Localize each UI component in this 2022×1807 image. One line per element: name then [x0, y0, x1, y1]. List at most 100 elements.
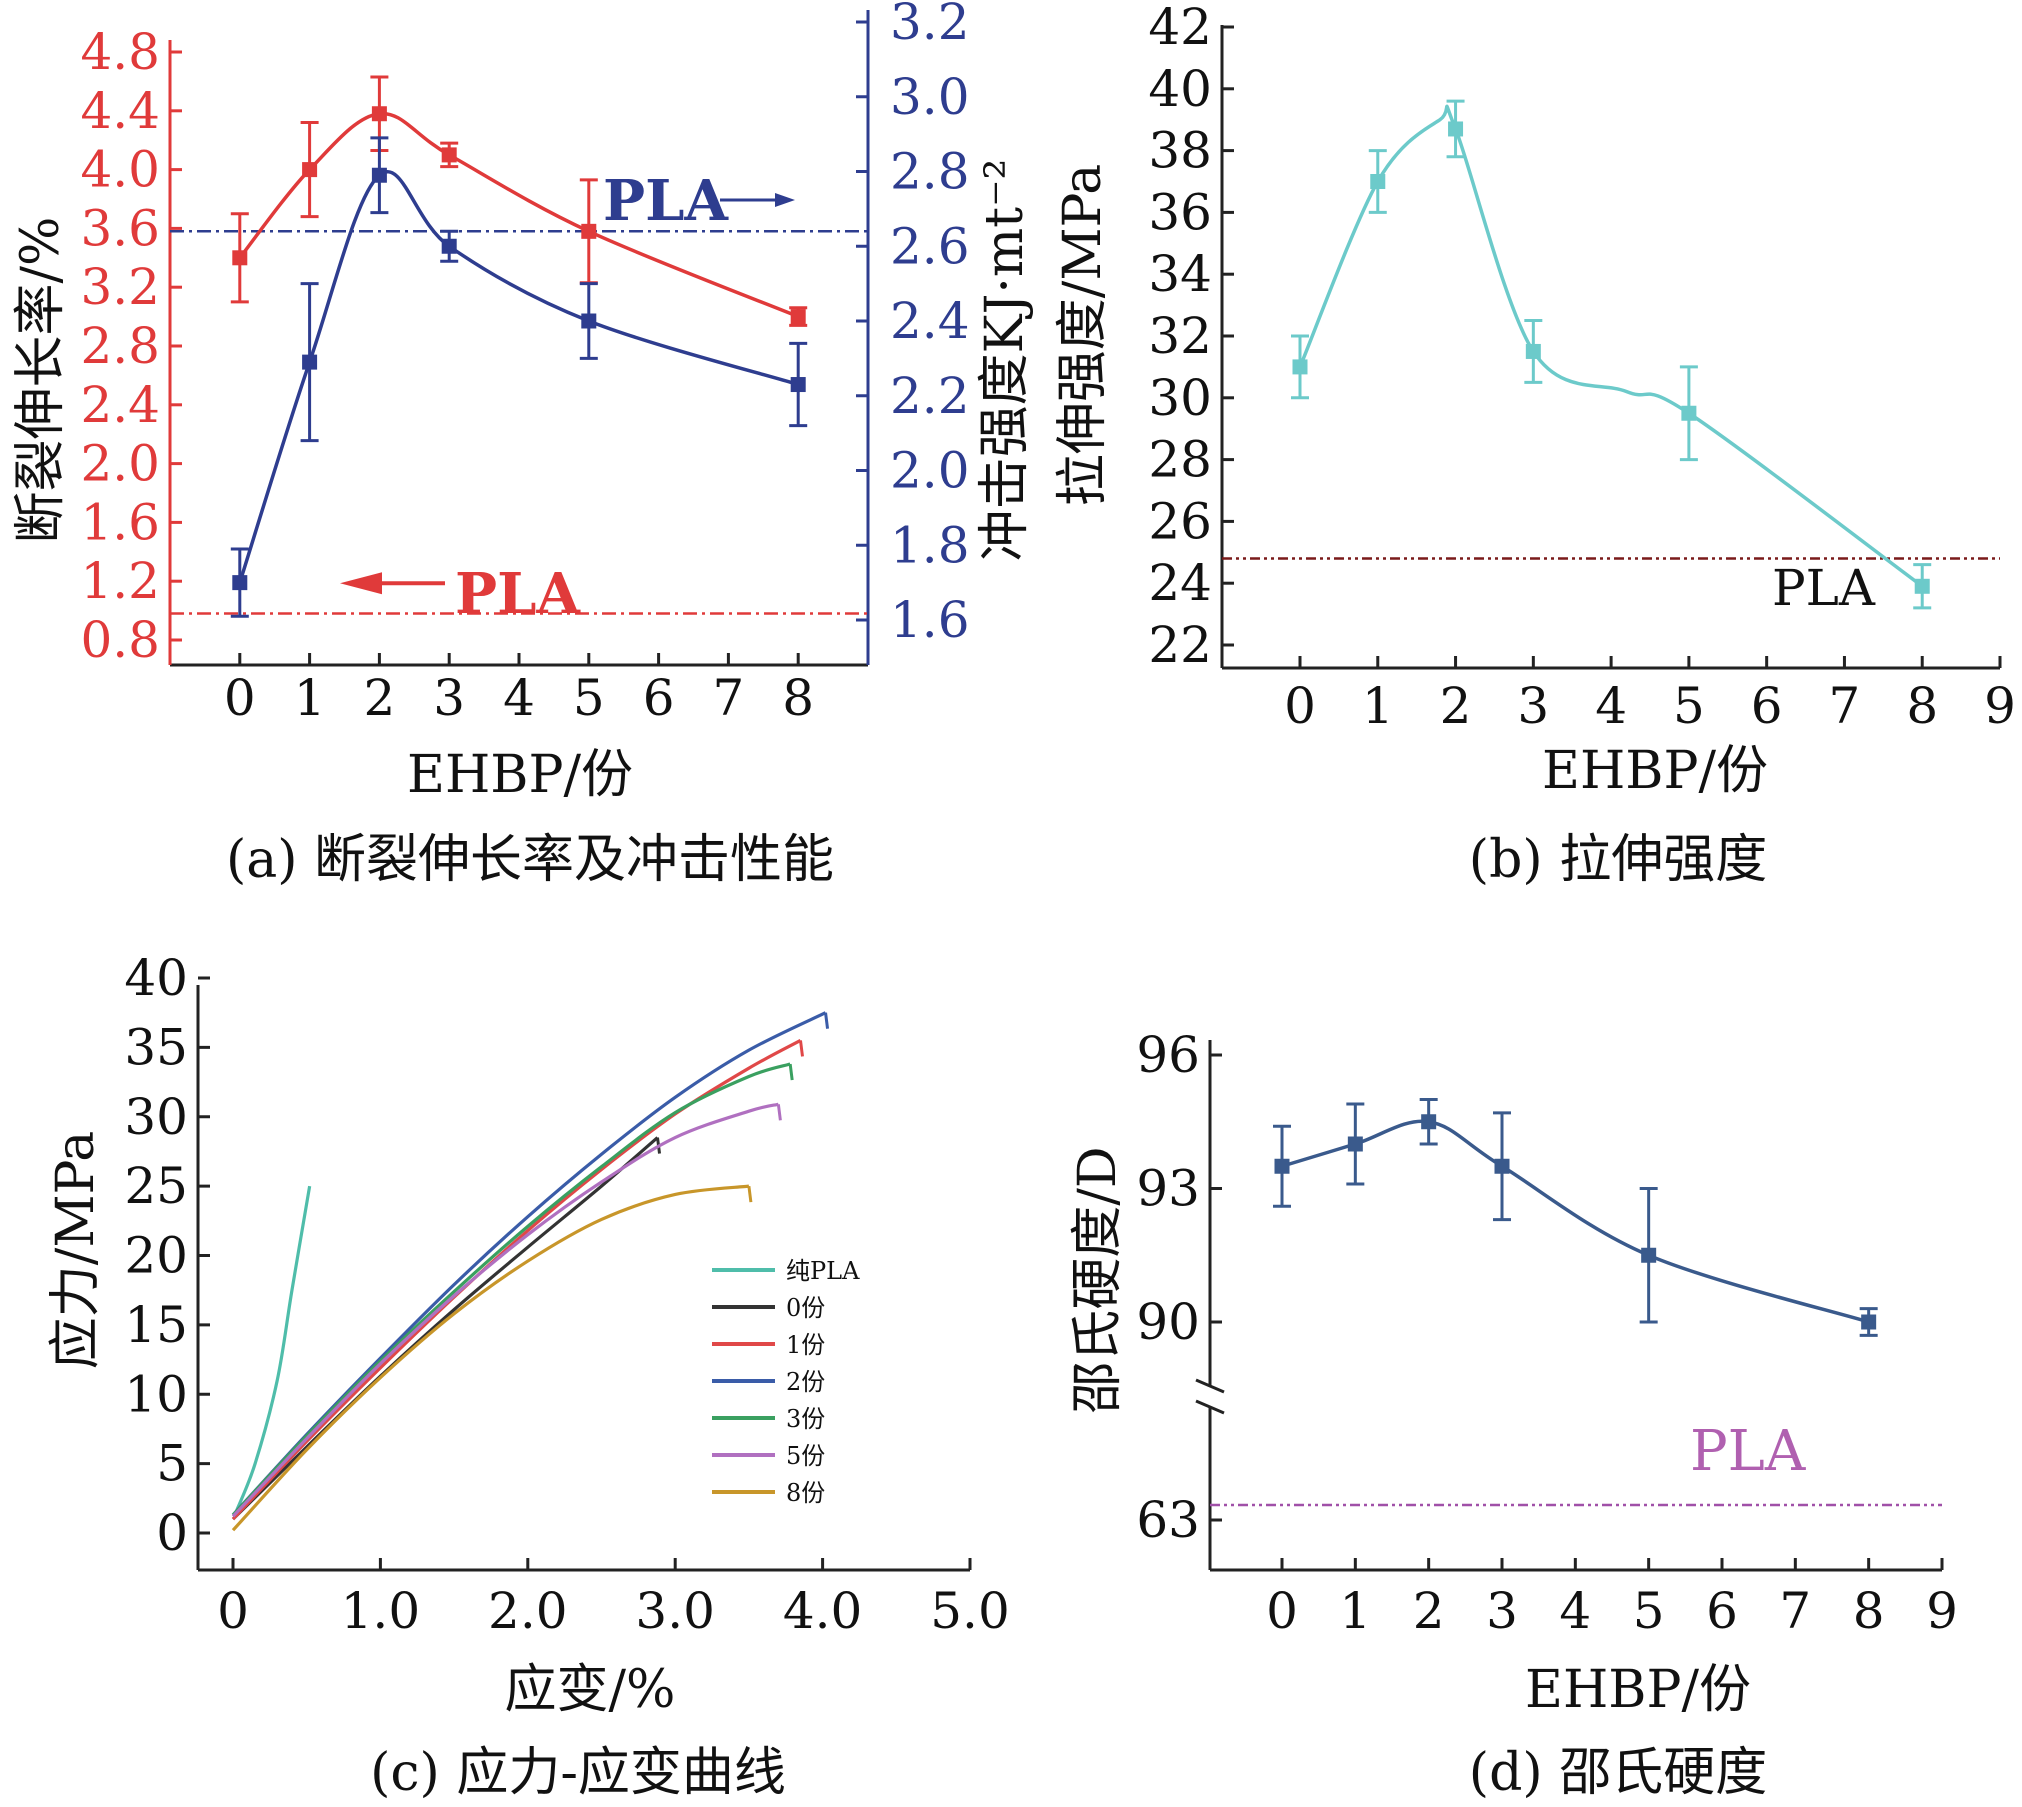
chart-a-y-tick-label-left: 2.0 [80, 435, 160, 493]
chart-d-x-tick-label: 1 [1339, 1582, 1371, 1640]
chart-c-series-line-4 [231, 1062, 791, 1517]
chart-d-x-tick-label: 5 [1633, 1582, 1665, 1640]
chart-c-y-tick-label: 10 [124, 1365, 188, 1423]
chart-b-series-tensile-marker [1914, 578, 1930, 594]
chart-a-y-tick-label-left: 2.8 [80, 317, 160, 375]
chart-d-axis-break-mark [1195, 1378, 1225, 1394]
chart-d-series-hardness-marker [1274, 1158, 1290, 1174]
chart-a-y-tick-label-left: 4.8 [80, 23, 160, 81]
chart-a-x-tick-label: 5 [573, 669, 605, 727]
chart-b-x-tick-label: 2 [1440, 677, 1472, 735]
chart-a-series-impact-marker [371, 167, 387, 183]
chart-c-series-line-3 [231, 1011, 827, 1517]
chart-a-ylabel-left: 断裂伸长率/% [11, 217, 71, 544]
chart-c-legend-label: 1份 [786, 1331, 825, 1359]
chart-a-y-tick-label-right: 1.6 [890, 591, 970, 649]
chart-d-series-hardness-marker [1494, 1158, 1510, 1174]
chart-a-series-impact-marker [581, 313, 597, 329]
chart-c-y-tick-label: 20 [124, 1227, 188, 1285]
chart-c-y-tick-label: 5 [156, 1435, 188, 1493]
chart-a-series-elongation-marker [441, 147, 457, 163]
chart-b-x-tick-label: 8 [1906, 677, 1938, 735]
chart-c-x-tick-label: 1.0 [341, 1582, 421, 1640]
chart-b-y-tick-label: 36 [1148, 183, 1212, 241]
chart-b-y-tick-label: 24 [1148, 554, 1212, 612]
chart-b-x-tick-label: 4 [1595, 677, 1627, 735]
chart-d-x-tick-label: 3 [1486, 1582, 1518, 1640]
chart-c-legend-label: 2份 [786, 1368, 825, 1396]
chart-b-x-tick-label: 1 [1362, 677, 1394, 735]
chart-a-y-tick-label-left: 1.6 [80, 493, 160, 551]
chart-a-pla-left-arrowhead [340, 572, 382, 595]
chart-a-series-impact-line [238, 170, 799, 584]
chart-a-y-tick-label-right: 2.0 [890, 442, 970, 500]
chart-a-series-elongation-marker [232, 250, 248, 266]
chart-b-y-tick-label: 22 [1148, 616, 1212, 674]
chart-b-y-tick-label: 40 [1148, 60, 1212, 118]
chart-d: 0 1 2 3 4 5 6 7 8 9 63 90 93 96 [1136, 1026, 1958, 1640]
chart-a-series-impact-marker [232, 575, 248, 591]
chart-a-y-tick-label-left: 1.2 [80, 552, 160, 610]
chart-d-series-hardness-marker [1347, 1136, 1363, 1152]
chart-d-series-hardness-marker [1641, 1247, 1657, 1263]
chart-a-caption: (a) 断裂伸长率及冲击性能 [226, 830, 834, 890]
chart-c-x-tick-label: 3.0 [635, 1582, 715, 1640]
chart-c-y-tick-label: 15 [124, 1296, 188, 1354]
chart-b-series-tensile-marker [1370, 174, 1386, 189]
chart-c-series-line-5 [231, 1102, 779, 1518]
chart-b-xlabel: EHBP/份 [1542, 741, 1768, 801]
chart-a-y-tick-label-left: 3.6 [80, 199, 160, 257]
chart-a-y-tick-label-right: 2.8 [890, 143, 970, 201]
chart-d-ylabel: 邵氏硬度/D [1068, 1146, 1128, 1413]
chart-a-x-tick-label: 3 [433, 669, 465, 727]
chart-d-series-hardness-marker [1421, 1114, 1437, 1130]
chart-c-series-break-5 [776, 1104, 782, 1121]
chart-a-y-tick-label-right: 3.0 [890, 68, 970, 126]
chart-b-series-tensile-line [1298, 104, 1924, 588]
chart-a-y-tick-label-left: 3.2 [80, 258, 160, 316]
chart-a-x-tick-label: 6 [643, 669, 675, 727]
chart-c-series-break-4 [788, 1063, 794, 1081]
chart-d-y-tick-label: 96 [1136, 1026, 1200, 1084]
chart-b-series-tensile-marker [1292, 359, 1308, 375]
chart-d-xlabel: EHBP/份 [1525, 1660, 1751, 1720]
chart-b-y-tick-label: 26 [1148, 492, 1212, 550]
chart-d-x-tick-label: 0 [1266, 1582, 1298, 1640]
chart-c-y-tick-label: 30 [124, 1088, 188, 1146]
chart-a-xlabel: EHBP/份 [407, 745, 633, 805]
chart-d-x-tick-label: 4 [1559, 1582, 1591, 1640]
chart-d-caption: (d) 邵氏硬度 [1469, 1743, 1767, 1803]
chart-c-y-tick-label: 40 [124, 949, 188, 1007]
chart-c-series-line-2 [231, 1039, 802, 1521]
chart-b-pla-label: PLA [1772, 559, 1876, 617]
chart-d-x-tick-label: 9 [1926, 1582, 1958, 1640]
chart-d-y-tick-label: 93 [1136, 1160, 1200, 1218]
chart-d-x-tick-label: 2 [1413, 1582, 1445, 1640]
chart-d-x-tick-label: 6 [1706, 1582, 1738, 1640]
chart-c-xlabel: 应变/% [505, 1660, 676, 1720]
chart-a-pla-left-label: PLA [455, 561, 581, 627]
chart-a-y-tick-label-right: 2.2 [890, 367, 970, 425]
chart-b-x-tick-label: 0 [1284, 677, 1316, 735]
chart-d-series-hardness-line [1281, 1119, 1870, 1324]
chart-c-legend-label: 3份 [786, 1405, 825, 1433]
chart-a-y-tick-label-left: 4.4 [80, 82, 160, 140]
chart-b-y-tick-label: 34 [1148, 245, 1212, 303]
chart-b-x-tick-label: 9 [1984, 677, 2016, 735]
chart-d-y-tick-label: 63 [1136, 1491, 1200, 1549]
chart-c-ylabel: 应力/MPa [46, 1131, 106, 1369]
chart-c-series-line-0 [234, 1185, 312, 1513]
chart-b-series-tensile-marker [1681, 405, 1697, 421]
chart-a-x-tick-label: 2 [363, 669, 395, 727]
chart-d-x-tick-label: 7 [1779, 1582, 1811, 1640]
chart-b-x-tick-label: 7 [1829, 677, 1861, 735]
chart-b-x-tick-label: 3 [1517, 677, 1549, 735]
chart-c-y-tick-label: 35 [124, 1018, 188, 1076]
chart-d-x-tick-label: 8 [1853, 1582, 1885, 1640]
chart-c-legend-label: 纯PLA [786, 1257, 860, 1285]
chart-a-x-tick-label: 0 [224, 669, 256, 727]
chart-a-x-tick-label: 8 [782, 669, 814, 727]
chart-d-series-hardness-marker [1861, 1314, 1877, 1330]
chart-c-series-break-3 [824, 1012, 830, 1029]
